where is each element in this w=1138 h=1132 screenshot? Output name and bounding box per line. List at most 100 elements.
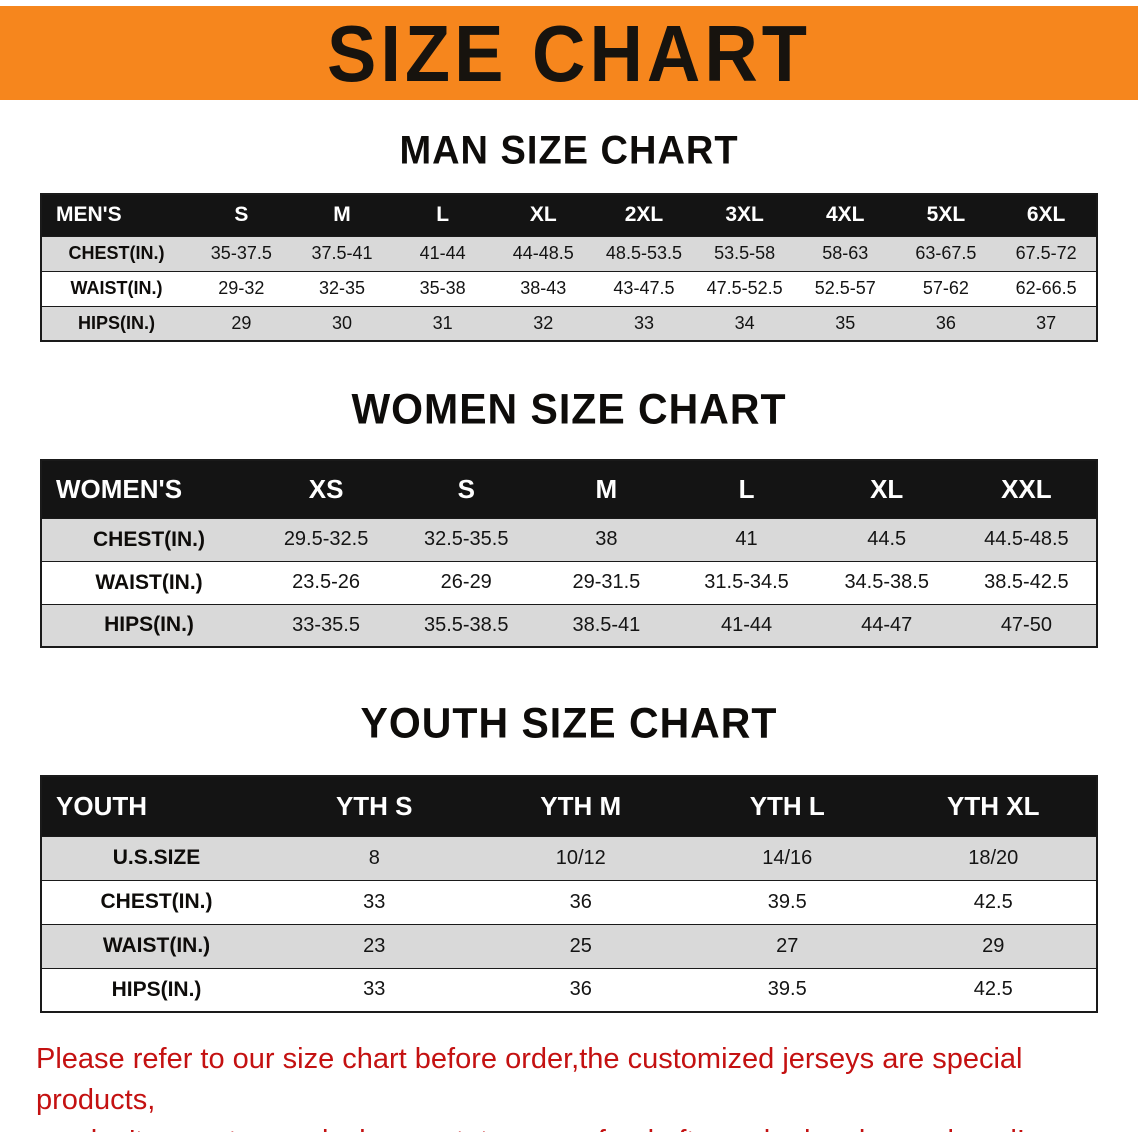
size-value-cell: 36 xyxy=(895,305,997,341)
size-value-cell: 36 xyxy=(477,879,684,924)
sections-container: MAN SIZE CHART MEN'S S M L XL 2XL 3XL 4XL 5XL 6XL… xyxy=(0,128,1138,1013)
size-value-cell: 35-37.5 xyxy=(191,235,292,271)
size-value-cell: 18/20 xyxy=(890,835,1097,880)
row-label: HIPS(IN.) xyxy=(41,603,256,647)
size-value-cell: 33 xyxy=(271,967,478,1012)
size-value-cell: 30 xyxy=(291,305,393,341)
row-label: WAIST(IN.) xyxy=(41,923,271,968)
notice-line-2: we don't accept cancel, change, teturn o… xyxy=(36,1121,1102,1132)
size-value-cell: 29.5-32.5 xyxy=(256,517,397,561)
size-value-cell: 32.5-35.5 xyxy=(396,517,537,561)
size-value-cell: 38.5-42.5 xyxy=(956,560,1097,604)
size-header-cell: XL xyxy=(816,460,957,518)
size-value-cell: 35 xyxy=(794,305,896,341)
size-value-cell: 43-47.5 xyxy=(593,270,695,306)
size-value-cell: 27 xyxy=(684,923,891,968)
size-value-cell: 44-48.5 xyxy=(492,235,594,271)
table-row: WAIST(IN.) 29-32 32-35 35-38 38-43 43-47.5 47.… xyxy=(41,270,1097,306)
size-value-cell: 39.5 xyxy=(684,879,891,924)
size-header-cell: 2XL xyxy=(593,194,695,236)
size-table: WOMEN'S XS S M L XL XXL CHEST(IN.) 29.5-32.5 32.… xyxy=(40,459,1098,648)
section-heading: WOMEN SIZE CHART xyxy=(351,384,787,434)
size-section: YOUTH SIZE CHART YOUTH YTH S YTH M YTH L YTH… xyxy=(0,698,1138,1013)
size-value-cell: 62-66.5 xyxy=(996,270,1097,306)
size-value-cell: 53.5-58 xyxy=(694,235,795,271)
size-value-cell: 42.5 xyxy=(890,967,1097,1012)
size-header-cell: YTH S xyxy=(271,776,478,836)
size-value-cell: 37 xyxy=(996,305,1097,341)
table-row: WAIST(IN.) 23.5-26 26-29 29-31.5 31.5-34.5 34… xyxy=(41,560,1097,604)
table-row: CHEST(IN.) 29.5-32.5 32.5-35.5 38 41 44.5 44.5… xyxy=(41,517,1097,561)
size-header-cell: L xyxy=(392,194,493,236)
size-value-cell: 57-62 xyxy=(895,270,997,306)
size-value-cell: 29-32 xyxy=(191,270,292,306)
size-value-cell: 44-47 xyxy=(816,603,957,647)
size-header-cell: 4XL xyxy=(794,194,896,236)
size-value-cell: 31 xyxy=(392,305,493,341)
size-header-cell: XXL xyxy=(956,460,1097,518)
size-value-cell: 29 xyxy=(890,923,1097,968)
size-value-cell: 23.5-26 xyxy=(256,560,397,604)
size-value-cell: 33-35.5 xyxy=(256,603,397,647)
size-header-cell: YTH XL xyxy=(890,776,1097,836)
size-header-cell: XL xyxy=(492,194,594,236)
size-value-cell: 47.5-52.5 xyxy=(694,270,795,306)
table-row: CHEST(IN.) 35-37.5 37.5-41 41-44 44-48.5 48.5… xyxy=(41,235,1097,271)
size-header-cell: S xyxy=(191,194,292,236)
size-header-cell: 5XL xyxy=(895,194,997,236)
row-label: CHEST(IN.) xyxy=(41,517,256,561)
size-value-cell: 38-43 xyxy=(492,270,594,306)
size-value-cell: 34.5-38.5 xyxy=(816,560,957,604)
size-value-cell: 41-44 xyxy=(676,603,817,647)
size-value-cell: 29-31.5 xyxy=(536,560,677,604)
size-value-cell: 52.5-57 xyxy=(794,270,896,306)
size-value-cell: 67.5-72 xyxy=(996,235,1097,271)
size-section: WOMEN SIZE CHART WOMEN'S XS S M L XL XXL CHEST… xyxy=(0,384,1138,648)
row-label: U.S.SIZE xyxy=(41,835,271,880)
row-label: WAIST(IN.) xyxy=(41,560,256,604)
banner: SIZE CHART xyxy=(0,6,1138,100)
row-label: WAIST(IN.) xyxy=(41,270,191,306)
size-value-cell: 8 xyxy=(271,835,478,880)
size-value-cell: 41 xyxy=(676,517,817,561)
table-row: HIPS(IN.) 33 36 39.5 42.5 xyxy=(41,967,1097,1012)
table-row: CHEST(IN.) 33 36 39.5 42.5 xyxy=(41,879,1097,924)
size-value-cell: 42.5 xyxy=(890,879,1097,924)
table-header-row: WOMEN'S XS S M L XL XXL xyxy=(41,460,1097,518)
row-label: HIPS(IN.) xyxy=(41,305,191,341)
size-value-cell: 33 xyxy=(271,879,478,924)
size-header-cell: M xyxy=(536,460,677,518)
size-header-cell: 3XL xyxy=(694,194,795,236)
size-header-cell: YTH M xyxy=(477,776,684,836)
size-section: MAN SIZE CHART MEN'S S M L XL 2XL 3XL 4XL 5XL 6XL… xyxy=(0,128,1138,342)
size-value-cell: 37.5-41 xyxy=(291,235,393,271)
section-heading: MAN SIZE CHART xyxy=(399,128,739,174)
size-value-cell: 38.5-41 xyxy=(536,603,677,647)
size-value-cell: 41-44 xyxy=(392,235,493,271)
size-value-cell: 33 xyxy=(593,305,695,341)
table-title-cell: MEN'S xyxy=(41,194,191,236)
size-header-cell: XS xyxy=(256,460,397,518)
size-value-cell: 44.5 xyxy=(816,517,957,561)
table-row: WAIST(IN.) 23 25 27 29 xyxy=(41,923,1097,968)
size-table: MEN'S S M L XL 2XL 3XL 4XL 5XL 6XL CHEST(IN.) 35-3… xyxy=(40,193,1098,342)
row-label: CHEST(IN.) xyxy=(41,235,191,271)
row-label: HIPS(IN.) xyxy=(41,967,271,1012)
size-value-cell: 39.5 xyxy=(684,967,891,1012)
size-value-cell: 44.5-48.5 xyxy=(956,517,1097,561)
size-value-cell: 47-50 xyxy=(956,603,1097,647)
table-title-cell: WOMEN'S xyxy=(41,460,256,518)
size-header-cell: S xyxy=(396,460,537,518)
size-value-cell: 34 xyxy=(694,305,795,341)
notice-line-1: Please refer to our size chart before or… xyxy=(36,1043,1023,1117)
size-value-cell: 26-29 xyxy=(396,560,537,604)
size-header-cell: YTH L xyxy=(684,776,891,836)
size-header-cell: 6XL xyxy=(996,194,1097,236)
table-title-cell: YOUTH xyxy=(41,776,271,836)
table-row: HIPS(IN.) 33-35.5 35.5-38.5 38.5-41 41-44 44-… xyxy=(41,603,1097,647)
size-value-cell: 35.5-38.5 xyxy=(396,603,537,647)
footer-notice: Please refer to our size chart before or… xyxy=(36,1039,1102,1132)
table-row: HIPS(IN.) 29 30 31 32 33 34 35 36 37 xyxy=(41,305,1097,341)
section-heading: YOUTH SIZE CHART xyxy=(360,698,778,748)
size-value-cell: 63-67.5 xyxy=(895,235,997,271)
